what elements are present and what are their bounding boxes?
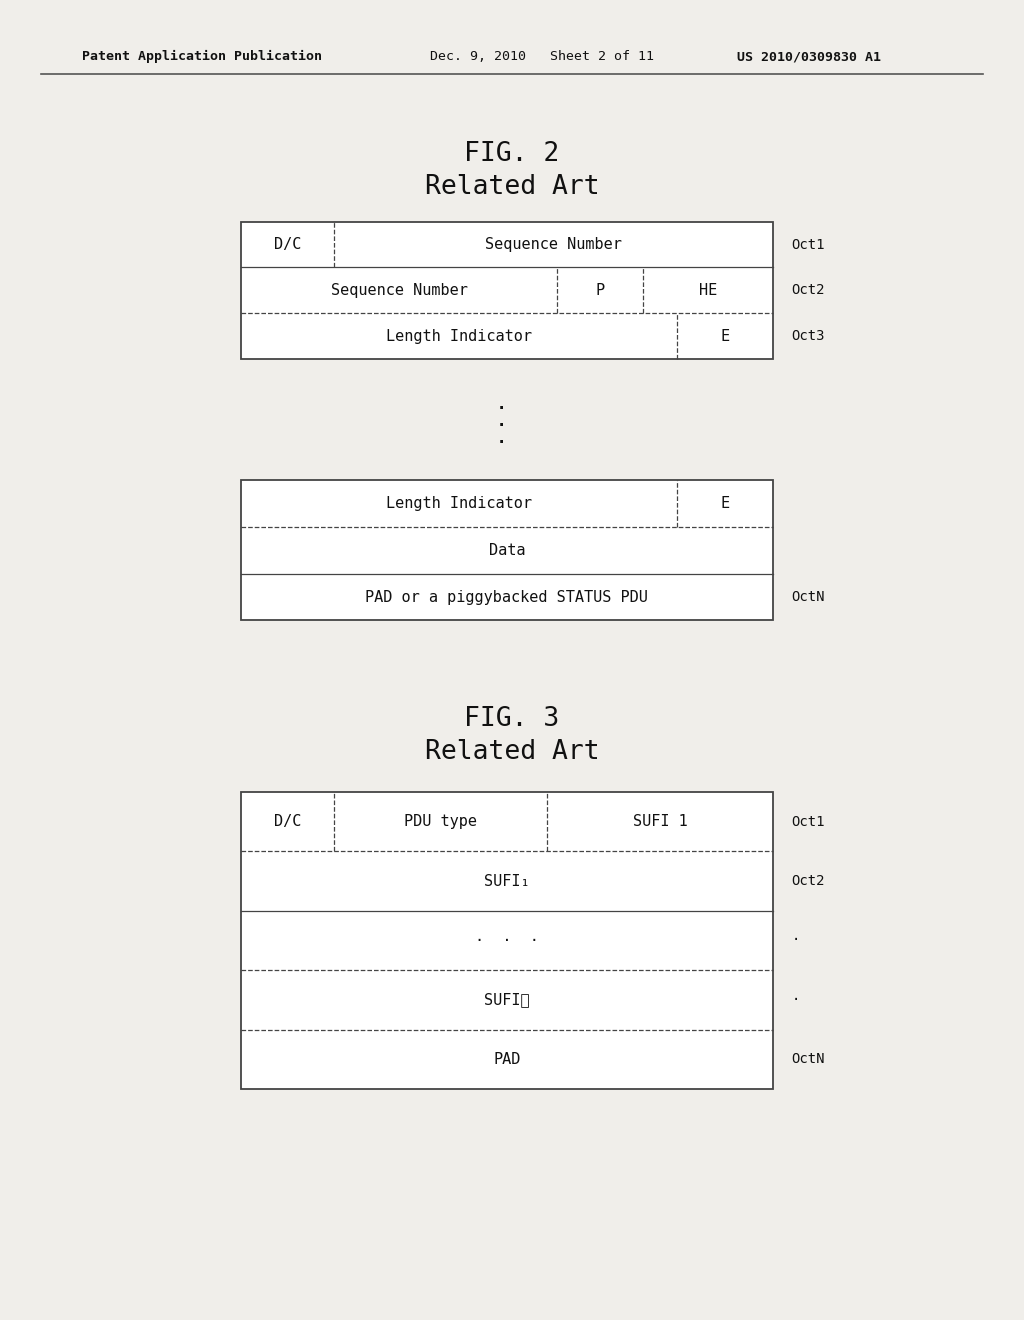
Text: Oct1: Oct1 [792, 238, 825, 252]
Text: Oct2: Oct2 [792, 874, 825, 888]
Text: Dec. 9, 2010   Sheet 2 of 11: Dec. 9, 2010 Sheet 2 of 11 [430, 50, 654, 63]
Text: Oct1: Oct1 [792, 814, 825, 829]
Text: D/C: D/C [273, 238, 301, 252]
Text: Related Art: Related Art [425, 739, 599, 766]
Text: Data: Data [488, 543, 525, 558]
Text: FIG. 2: FIG. 2 [464, 141, 560, 168]
Bar [241, 222, 773, 359]
Text: Related Art: Related Art [425, 174, 599, 201]
Text: SUFI 1: SUFI 1 [633, 814, 687, 829]
Text: E: E [721, 329, 730, 343]
Bar [241, 480, 773, 620]
Text: Sequence Number: Sequence Number [485, 238, 622, 252]
Text: HE: HE [698, 282, 717, 298]
Text: .: . [495, 392, 509, 413]
Text: Length Indicator: Length Indicator [386, 329, 531, 343]
Text: .: . [495, 426, 509, 447]
Text: FIG. 3: FIG. 3 [464, 706, 560, 733]
Text: E: E [721, 496, 730, 511]
Text: OctN: OctN [792, 1052, 825, 1067]
Text: PAD: PAD [494, 1052, 520, 1067]
Text: ·  ·  ·: · · · [475, 933, 539, 948]
Text: D/C: D/C [273, 814, 301, 829]
Text: OctN: OctN [792, 590, 825, 605]
Text: P: P [596, 282, 604, 298]
Text: ·: · [792, 993, 800, 1007]
Text: Oct2: Oct2 [792, 284, 825, 297]
Text: Length Indicator: Length Indicator [386, 496, 531, 511]
Text: Patent Application Publication: Patent Application Publication [82, 50, 322, 63]
Text: PAD or a piggybacked STATUS PDU: PAD or a piggybacked STATUS PDU [366, 590, 648, 605]
Text: ·: · [792, 933, 800, 948]
Bar [241, 792, 773, 1089]
Text: Sequence Number: Sequence Number [331, 282, 468, 298]
Text: Oct3: Oct3 [792, 329, 825, 343]
Text: SUFI₁: SUFI₁ [484, 874, 529, 888]
Text: SUFIᴊ: SUFIᴊ [484, 993, 529, 1007]
Text: .: . [495, 409, 509, 430]
Text: PDU type: PDU type [403, 814, 477, 829]
Text: US 2010/0309830 A1: US 2010/0309830 A1 [737, 50, 882, 63]
